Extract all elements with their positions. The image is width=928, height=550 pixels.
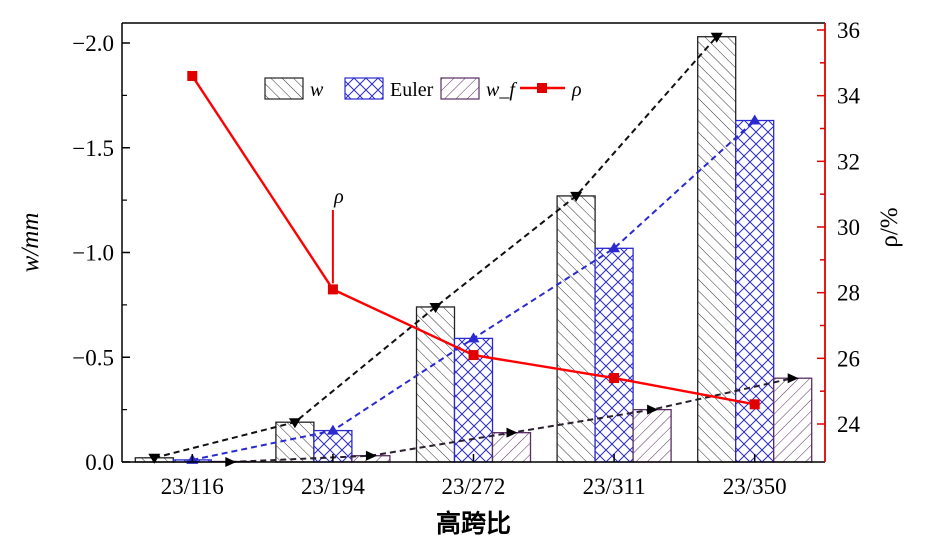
marker-w_f-2 [506,427,518,438]
marker-euler-1 [326,424,339,435]
marker-euler-4 [748,114,761,125]
marker-w-1 [288,418,301,429]
legend-label-w_f: w_f [486,79,517,101]
lines-layer [148,32,799,467]
rho-marker-3 [609,373,620,384]
bar-w_f-4 [773,377,813,463]
left-tick-label: −1.5 [72,136,114,161]
marker-w_f-3 [647,404,659,415]
right-tick-label: 28 [837,281,860,306]
bar-w-4 [697,36,737,463]
x-tick-label: 23/272 [442,474,506,499]
annotation-rho-label: ρ [333,186,344,208]
marker-w_f-4 [787,373,799,384]
legend-label-euler: Euler [390,79,434,101]
marker-w-2 [429,302,442,313]
bar-euler-3 [594,247,634,463]
rho-marker-4 [749,399,760,410]
rho-marker-0 [187,70,198,81]
right-tick-label: 36 [837,18,860,43]
legend-swatch-euler [344,77,384,100]
bar-w_f-3 [632,408,672,463]
x-tick-label: 23/311 [583,474,646,499]
y2-axis-title: ρ/% [876,207,903,247]
left-tick-label: −0.5 [72,345,114,370]
rho-marker-2 [468,350,479,361]
right-tick-label: 32 [837,149,860,174]
y-axis-title: w/mm [17,213,44,273]
right-tick-label: 24 [837,412,861,437]
bar-euler-4 [735,119,775,463]
bar-w-3 [556,195,596,463]
marker-euler-2 [467,332,480,343]
legend-swatch-rho-marker [537,83,547,93]
legend-label-rho: ρ [571,79,582,101]
x-tick-label: 23/194 [301,474,365,499]
right-tick-label: 34 [837,84,861,109]
x-tick-label: 23/116 [161,474,224,499]
right-tick-label: 26 [837,346,860,371]
marker-w-4 [710,32,723,43]
marker-w-3 [570,191,583,202]
marker-w_f-1 [365,450,377,461]
x-axis-title: 高跨比 [436,509,511,538]
left-tick-label: 0.0 [85,450,114,475]
annotation-layer: ρ [331,186,344,284]
left-tick-label: −2.0 [72,31,114,56]
left-tick-label: −1.0 [72,241,114,266]
marker-w-0 [148,453,161,464]
bars-layer [134,36,813,463]
marker-euler-3 [608,242,621,253]
right-tick-label: 30 [837,215,860,240]
axes-layer: 0.0 −0.5 −1.0 −1.5 −2.0 24 26 28 30 32 34 36 23/116 2… [17,18,903,538]
legend-label-w: w [310,79,324,101]
x-tick-label: 23/350 [723,474,787,499]
legend-swatch-w_f [440,77,480,100]
bar-w_f-2 [491,432,532,463]
legend: w Euler w_f ρ [264,77,582,101]
rho-marker-1 [327,284,338,295]
legend-swatch-w [264,77,304,100]
